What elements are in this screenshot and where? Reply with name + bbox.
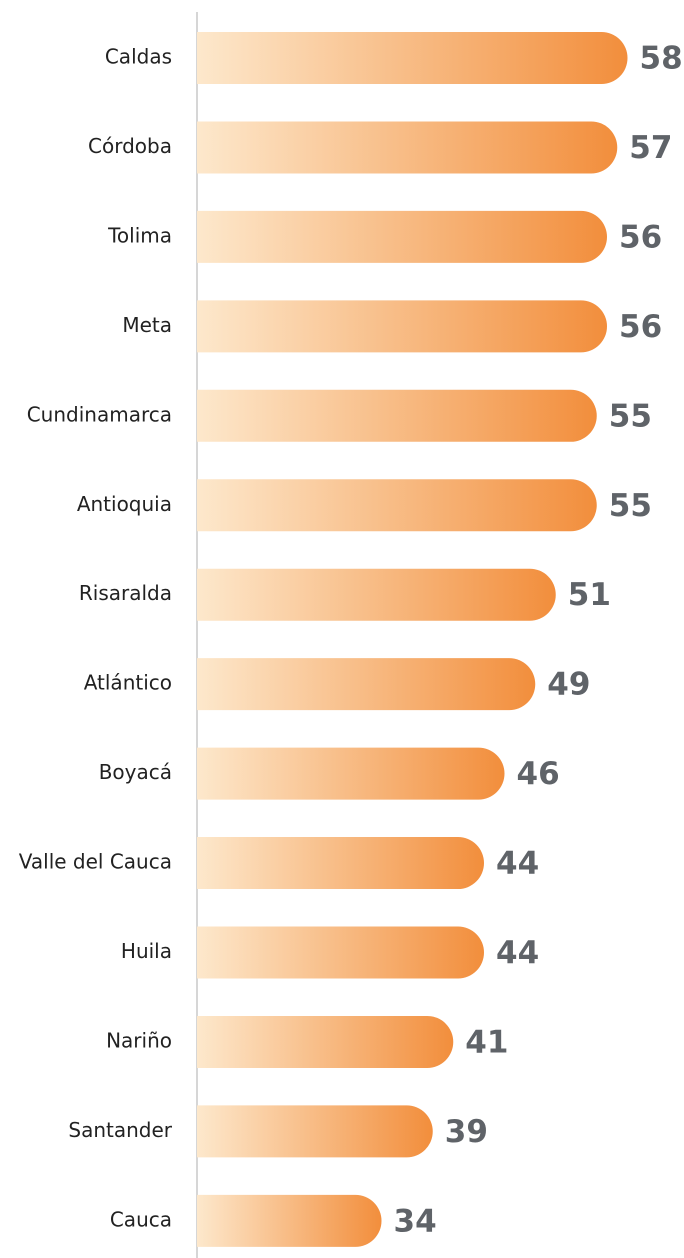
category-label: Antioquia — [77, 492, 172, 516]
bar — [197, 1105, 433, 1158]
category-label: Córdoba — [88, 134, 172, 158]
category-label: Huila — [121, 939, 172, 963]
bar — [197, 210, 608, 263]
value-label: 46 — [517, 756, 560, 792]
bar — [197, 837, 484, 890]
category-label: Valle del Cauca — [19, 850, 172, 874]
bar — [197, 747, 505, 800]
value-label: 34 — [394, 1203, 437, 1239]
category-label: Boyacá — [99, 760, 172, 784]
bar — [197, 121, 618, 174]
value-label: 55 — [609, 488, 652, 524]
value-label: 56 — [619, 219, 662, 255]
value-label: 44 — [496, 935, 539, 971]
category-label: Nariño — [106, 1028, 172, 1052]
category-label: Meta — [122, 313, 172, 337]
value-label: 56 — [619, 309, 662, 345]
category-label: Santander — [68, 1118, 172, 1142]
bar — [197, 479, 597, 532]
bar — [197, 300, 608, 353]
bar — [197, 568, 556, 621]
value-label: 41 — [465, 1024, 508, 1060]
bar — [197, 32, 628, 84]
value-label: 55 — [609, 398, 652, 434]
bar — [197, 658, 536, 711]
category-label: Cauca — [110, 1207, 172, 1231]
bar — [197, 926, 484, 979]
value-label: 39 — [445, 1114, 488, 1150]
value-label: 49 — [547, 667, 590, 703]
value-label: 57 — [629, 130, 672, 166]
value-label: 44 — [496, 846, 539, 882]
category-label: Risaralda — [79, 581, 172, 605]
category-label: Caldas — [105, 45, 172, 69]
category-label: Atlántico — [84, 671, 172, 695]
category-label: Cundinamarca — [27, 402, 172, 426]
bar — [197, 1194, 382, 1247]
bar — [197, 389, 597, 442]
value-label: 58 — [640, 41, 683, 77]
bar — [197, 1015, 454, 1068]
category-label: Tolima — [107, 223, 172, 247]
value-label: 51 — [568, 577, 611, 613]
